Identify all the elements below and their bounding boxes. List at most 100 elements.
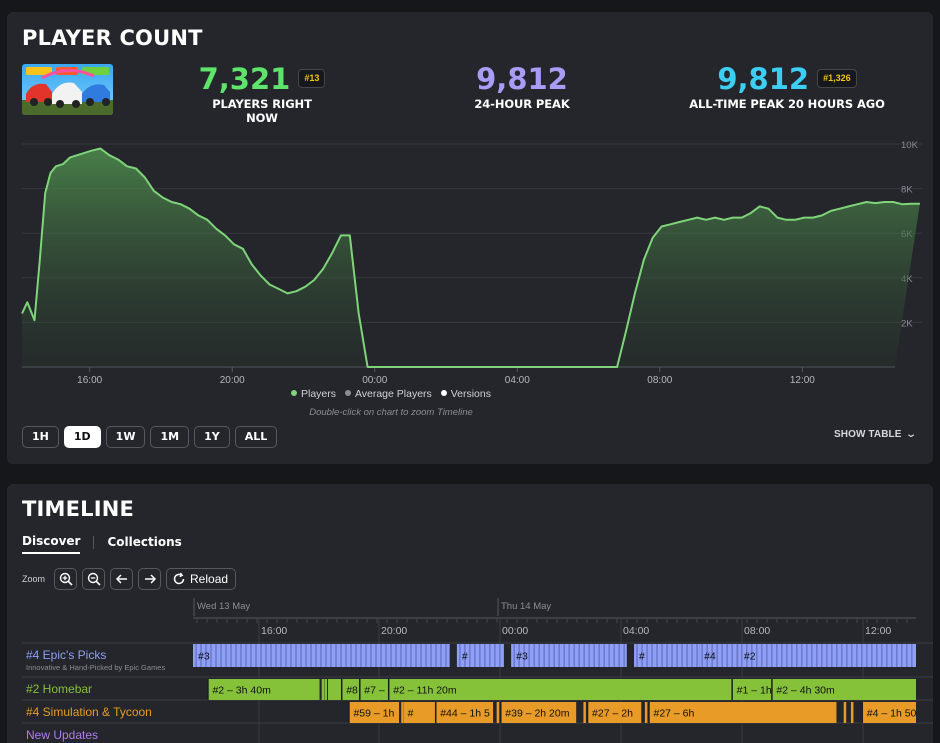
timeline-segment[interactable]: #44 – 1h 5 — [434, 702, 494, 723]
timeline-segment-label: # — [408, 708, 414, 720]
arrow-right-icon — [144, 574, 156, 584]
timeline-segment-bar — [771, 679, 916, 700]
range-selector: 1H 1D 1W 1M 1Y ALL — [22, 426, 278, 448]
all-time-peak-value: 9,812 — [717, 62, 810, 96]
timeline-segment[interactable]: #3 — [511, 644, 627, 667]
timeline-segment[interactable]: #3 — [193, 644, 450, 667]
timeline-segment-bar — [699, 644, 739, 667]
legend-item-players[interactable]: Players — [291, 388, 336, 400]
timeline-hour-label: 04:00 — [623, 625, 649, 637]
peak-24h-value: 9,812 — [476, 62, 568, 96]
timeline-segment-bar — [348, 702, 400, 723]
range-button-1w[interactable]: 1W — [105, 426, 146, 448]
timeline-panel: TIMELINE Discover Collections Zoom Reloa… — [7, 484, 933, 743]
stat-24h-peak: 9,812 24-HOUR PEAK — [462, 62, 582, 111]
timeline-segment[interactable]: # — [634, 644, 700, 667]
timeline-segment[interactable]: #39 – 2h 20m — [500, 702, 577, 723]
timeline-segment[interactable]: #8 — [340, 679, 360, 700]
timeline-day-label: Wed 13 May — [197, 601, 250, 612]
timeline-chart[interactable]: Wed 13 May Thu 14 May 16:00 20:00 00:00 04:00… — [7, 592, 933, 743]
tab-collections[interactable]: Collections — [107, 535, 182, 549]
timeline-segment-bar — [435, 702, 494, 723]
timeline-segment-sliver — [321, 679, 325, 700]
players-line[interactable] — [21, 147, 920, 368]
timeline-segment-sliver — [401, 702, 404, 723]
legend-item-average-players[interactable]: Average Players — [344, 388, 432, 400]
timeline-segment-sliver — [850, 702, 854, 723]
zoom-in-icon — [59, 572, 73, 586]
timeline-row-label-new-updates[interactable]: New Updates — [26, 728, 99, 742]
timeline-segment[interactable]: #2 — [738, 644, 916, 667]
scroll-right-button[interactable] — [138, 568, 162, 590]
timeline-row-label-simulation-tycoon[interactable]: #4 Simulation & Tycoon — [26, 705, 152, 719]
timeline-segment[interactable]: #4 — [699, 644, 739, 667]
game-thumbnail[interactable] — [22, 64, 113, 115]
timeline-segment[interactable]: #4 – 1h 50 — [861, 702, 917, 723]
range-button-1m[interactable]: 1M — [150, 426, 190, 448]
show-table-toggle[interactable]: SHOW TABLE ⌄ — [834, 429, 917, 440]
timeline-segment[interactable] — [326, 679, 342, 700]
timeline-tabs: Discover Collections — [22, 534, 182, 554]
x-tick-label: 00:00 — [362, 375, 387, 386]
timeline-segment[interactable]: #27 – 2h — [586, 702, 642, 723]
range-button-1y[interactable]: 1Y — [194, 426, 230, 448]
timeline-segment-bar — [738, 644, 916, 667]
timeline-segment-label: #27 – 6h — [653, 708, 694, 720]
timeline-segment[interactable]: #2 – 11h 20m — [387, 679, 732, 700]
range-button-1d[interactable]: 1D — [63, 426, 101, 448]
tab-discover[interactable]: Discover — [22, 534, 81, 554]
timeline-segment-sliver — [583, 702, 586, 723]
timeline-segment[interactable]: #2 – 4h 30m — [771, 679, 916, 700]
stat-players-now: 7,321 #13 PLAYERS RIGHT NOW — [197, 62, 327, 125]
legend-item-versions[interactable]: Versions — [440, 388, 491, 400]
timeline-hour-label: 16:00 — [261, 625, 287, 637]
timeline-segment-sliver — [644, 702, 648, 723]
legend-dot-versions — [440, 390, 447, 396]
x-tick-label: 04:00 — [505, 375, 530, 386]
range-button-all[interactable]: ALL — [234, 426, 278, 448]
timeline-segment[interactable]: # — [402, 702, 436, 723]
timeline-segment-bar — [341, 679, 360, 700]
game-thumbnail-image — [22, 64, 113, 115]
peak-24h-label: 24-HOUR PEAK — [474, 97, 570, 111]
timeline-segment[interactable]: #59 – 1h — [348, 702, 400, 723]
scroll-left-button[interactable] — [110, 568, 134, 590]
range-button-1h[interactable]: 1H — [22, 426, 59, 448]
timeline-segment-label: #3 — [516, 651, 528, 663]
timeline-segment-label: #44 – 1h 5 — [440, 708, 490, 720]
chevron-down-icon: ⌄ — [904, 429, 917, 440]
timeline-segment[interactable]: # — [456, 644, 504, 667]
timeline-segment[interactable]: #1 – 1h 40 — [731, 679, 787, 700]
timeline-segment-bar — [207, 679, 320, 700]
timeline-hour-label: 00:00 — [502, 625, 528, 637]
players-now-label: PLAYERS RIGHT NOW — [212, 97, 312, 125]
timeline-segment-label: #4 – 1h 50 — [867, 708, 917, 720]
reload-button[interactable]: Reload — [166, 568, 237, 590]
player-count-chart[interactable]: 10K8K6K4K2K16:0020:0000:0004:0008:0012:0… — [7, 138, 933, 388]
timeline-row-label-homebar[interactable]: #2 Homebar — [26, 682, 93, 696]
timeline-segment-label: #3 — [198, 651, 210, 663]
timeline-segment[interactable]: #27 – 6h — [648, 702, 837, 723]
timeline-segment[interactable]: #7 – 1h — [359, 679, 399, 700]
timeline-segment-bar — [648, 702, 837, 723]
timeline-segment-bar — [731, 679, 772, 700]
zoom-out-button[interactable] — [82, 568, 106, 590]
timeline-hour-label: 08:00 — [744, 625, 770, 637]
timeline-segment-bar — [402, 702, 436, 723]
timeline-segment-sliver — [324, 679, 328, 700]
players-now-value: 7,321 — [198, 62, 291, 96]
timeline-segment-label: #39 – 2h 20m — [505, 708, 569, 720]
y-tick-label: 10K — [901, 140, 919, 151]
zoom-controls: Zoom Reload — [22, 568, 237, 590]
timeline-segment-bar — [500, 702, 577, 723]
zoom-out-icon — [87, 572, 101, 586]
timeline-segment-bar — [388, 679, 732, 700]
reload-icon — [173, 572, 185, 585]
timeline-row-label-epics-picks[interactable]: #4 Epic's Picks — [26, 648, 107, 662]
timeline-segment[interactable]: #2 – 3h 40m — [207, 679, 320, 700]
show-table-label: SHOW TABLE — [834, 429, 902, 440]
tab-separator — [93, 535, 95, 549]
arrow-left-icon — [115, 574, 127, 584]
zoom-in-button[interactable] — [54, 568, 78, 590]
timeline-segment-sliver — [843, 702, 847, 723]
